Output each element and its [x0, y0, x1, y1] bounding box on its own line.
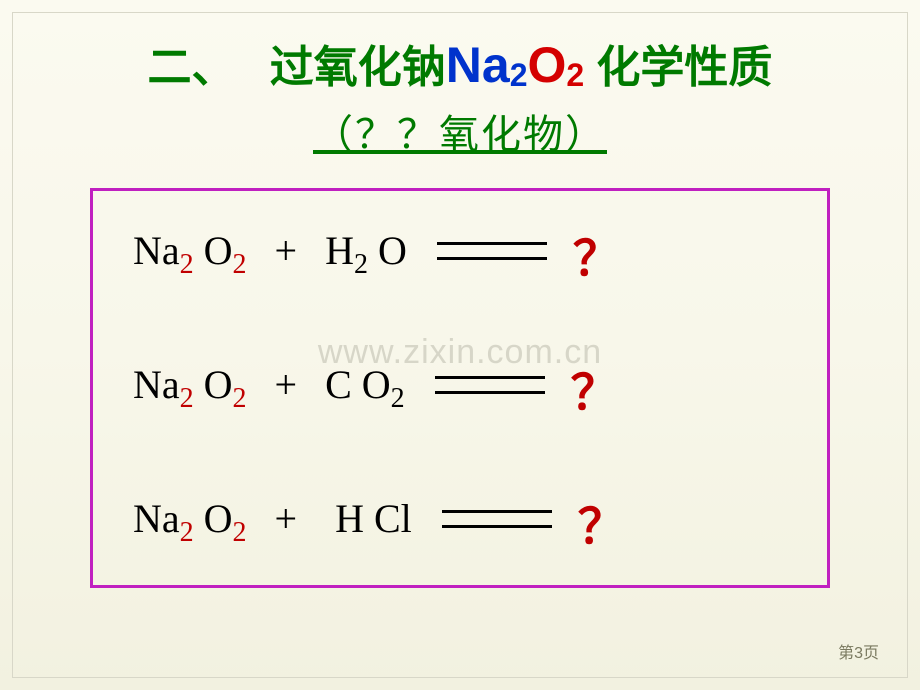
eq-term: C — [325, 362, 352, 407]
eq-sub: 2 — [233, 383, 247, 414]
product-question: ？ — [571, 353, 619, 423]
eq-sub: 2 — [180, 383, 194, 414]
product-question: ？ — [578, 487, 626, 557]
title-row: 二、 过氧化钠Na2O2 化学性质 — [13, 33, 907, 98]
title-na: Na — [446, 37, 510, 93]
eq-term: O — [378, 228, 407, 273]
eq-sub: 2 — [180, 249, 194, 280]
eq-lhs: Na2 O2 + C O2 — [133, 361, 405, 415]
title-o-sub: 2 — [566, 57, 584, 93]
eq-term: Cl — [374, 496, 412, 541]
eq-sub: 2 — [233, 517, 247, 548]
eq-sub: 2 — [233, 249, 247, 280]
product-question: ？ — [573, 219, 621, 289]
eq-sub: 2 — [180, 517, 194, 548]
title-suffix: 化学性质 — [584, 43, 772, 92]
slide-body: 二、 过氧化钠Na2O2 化学性质 （？？氧化物） www.zixin.com.… — [12, 12, 908, 678]
equation-row: Na2 O2 + H2 O ？ — [133, 219, 787, 289]
equals-line — [437, 242, 547, 260]
eq-lhs: Na2 O2 + H2 O — [133, 227, 407, 281]
eq-sub: 2 — [354, 249, 368, 280]
eq-term: H — [335, 496, 364, 541]
eq-term: Na — [133, 362, 180, 407]
plus-sign: + — [275, 228, 298, 273]
eq-term: O — [362, 362, 391, 407]
plus-sign: + — [275, 362, 298, 407]
equation-row: Na2 O2 + C O2 ？ — [133, 353, 787, 423]
equation-box: Na2 O2 + H2 O ？ Na2 O2 + C O2 ？ Na2 — [90, 188, 830, 588]
eq-lhs: Na2 O2 + H Cl — [133, 495, 412, 549]
title-o: O — [528, 37, 567, 93]
page-number: 第3页 — [838, 639, 879, 663]
eq-term: Na — [133, 228, 180, 273]
equals-line — [435, 376, 545, 394]
eq-term: Na — [133, 496, 180, 541]
title-prefix: 二、 过氧化钠 — [148, 43, 446, 92]
subtitle: （？？氧化物） — [13, 102, 907, 160]
eq-term: O — [204, 362, 233, 407]
equation-row: Na2 O2 + H Cl ？ — [133, 487, 787, 557]
eq-term: H — [325, 228, 354, 273]
plus-sign: + — [275, 496, 298, 541]
title-na-sub: 2 — [510, 57, 528, 93]
equals-line — [442, 510, 552, 528]
eq-sub: 2 — [391, 383, 405, 414]
eq-term: O — [204, 496, 233, 541]
eq-term: O — [204, 228, 233, 273]
